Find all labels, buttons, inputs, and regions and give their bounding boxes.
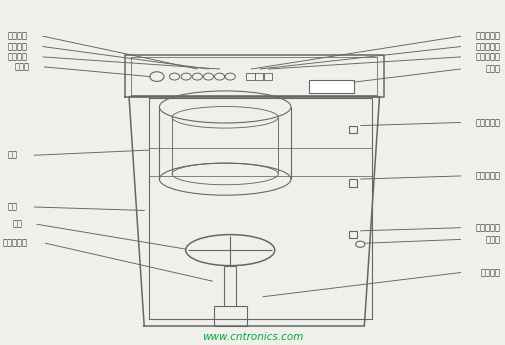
Bar (348, 126, 356, 133)
Text: 进水口: 进水口 (14, 62, 29, 71)
Text: 启动按鈕: 启动按鈕 (8, 52, 28, 61)
Text: 排水口: 排水口 (485, 235, 500, 244)
Bar (246, 73, 254, 80)
Bar (348, 231, 356, 238)
Text: 电磁离合器: 电磁离合器 (3, 239, 27, 248)
Bar (308, 80, 354, 93)
Bar (348, 179, 356, 187)
Text: 中水位开关: 中水位开关 (475, 171, 500, 180)
Text: 显示器: 显示器 (485, 65, 500, 73)
Text: 外桶: 外桶 (8, 203, 18, 211)
Text: 低水位按鈕: 低水位按鈕 (475, 52, 500, 61)
Text: www.cntronics.com: www.cntronics.com (202, 333, 303, 342)
Text: 内桶: 内桶 (8, 151, 18, 160)
Bar (255, 73, 263, 80)
Text: 中水位按鈕: 中水位按鈕 (475, 42, 500, 51)
Bar (213, 306, 246, 326)
Text: 排水按鈕: 排水按鈕 (8, 42, 28, 51)
Text: 拨盘: 拨盘 (13, 220, 23, 229)
Text: 低水位开关: 低水位开关 (475, 223, 500, 232)
Text: 洗涤电机: 洗涤电机 (480, 268, 500, 277)
Text: 高水位按鈕: 高水位按鈕 (475, 32, 500, 41)
Text: 停止按鈕: 停止按鈕 (8, 32, 28, 41)
Text: 高水位开关: 高水位开关 (475, 118, 500, 127)
Bar (263, 73, 271, 80)
